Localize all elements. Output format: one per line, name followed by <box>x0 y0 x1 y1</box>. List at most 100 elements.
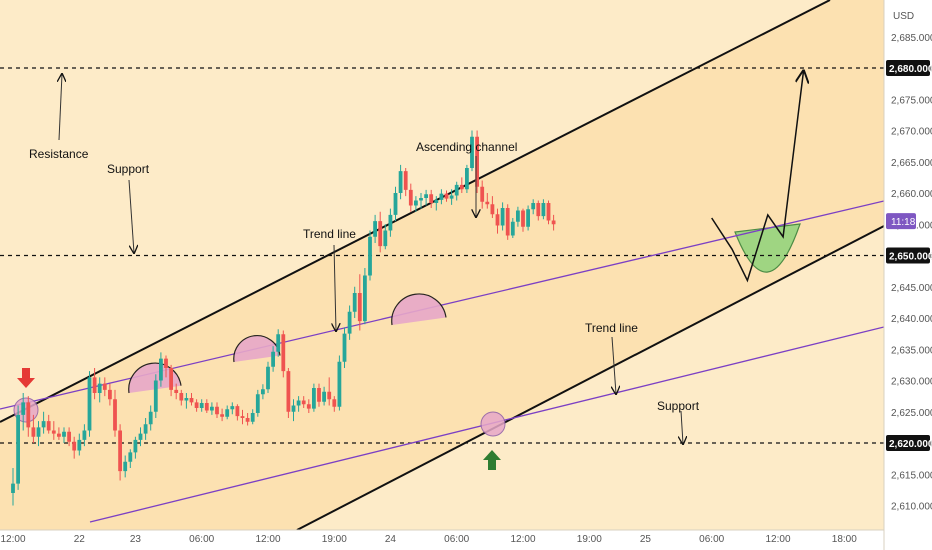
candle-body[interactable] <box>296 400 301 406</box>
candle-body[interactable] <box>16 414 20 484</box>
candle-body[interactable] <box>306 404 311 409</box>
candle-body[interactable] <box>31 427 36 437</box>
candle-body[interactable] <box>454 184 459 196</box>
candle-body[interactable] <box>363 275 367 322</box>
candle-body[interactable] <box>21 402 26 415</box>
candle-body[interactable] <box>184 398 189 401</box>
candle-body[interactable] <box>245 418 250 422</box>
candle-body[interactable] <box>164 358 168 368</box>
candle-body[interactable] <box>72 441 77 451</box>
candle-body[interactable] <box>373 221 377 237</box>
candle-body[interactable] <box>174 389 179 393</box>
candle-body[interactable] <box>261 389 265 395</box>
candle-body[interactable] <box>194 402 199 408</box>
candle-body[interactable] <box>113 399 117 431</box>
candle-body[interactable] <box>541 203 546 217</box>
candle-body[interactable] <box>368 236 372 276</box>
candle-body[interactable] <box>250 413 255 422</box>
candle-body[interactable] <box>398 171 403 193</box>
candle-body[interactable] <box>378 221 383 247</box>
candle-body[interactable] <box>439 193 444 200</box>
candle-body[interactable] <box>92 377 97 393</box>
candle-body[interactable] <box>393 193 398 215</box>
candle-body[interactable] <box>475 136 479 187</box>
candle-body[interactable] <box>352 293 357 312</box>
candle-body[interactable] <box>210 406 214 411</box>
candle-body[interactable] <box>77 439 82 451</box>
candle-body[interactable] <box>230 406 235 410</box>
candle-body[interactable] <box>312 388 316 409</box>
candle-body[interactable] <box>465 168 469 190</box>
price-level-badge[interactable] <box>886 60 930 76</box>
candle-body[interactable] <box>424 194 428 198</box>
candle-body[interactable] <box>510 221 515 236</box>
candle-body[interactable] <box>332 399 337 407</box>
candle-body[interactable] <box>480 186 485 202</box>
price-level-badge[interactable] <box>886 247 930 264</box>
candle-body[interactable] <box>485 201 490 205</box>
candle-body[interactable] <box>347 311 352 334</box>
candle-body[interactable] <box>500 208 505 226</box>
candle-body[interactable] <box>546 203 551 221</box>
candle-body[interactable] <box>51 430 56 434</box>
candle-body[interactable] <box>220 414 224 417</box>
candle-body[interactable] <box>179 393 184 401</box>
candle-body[interactable] <box>291 405 296 412</box>
candle-body[interactable] <box>526 209 530 227</box>
candle-body[interactable] <box>470 136 474 168</box>
candle-body[interactable] <box>240 416 245 418</box>
candle-body[interactable] <box>281 334 286 372</box>
candle-body[interactable] <box>118 430 122 472</box>
candle-body[interactable] <box>153 380 158 412</box>
candle-body[interactable] <box>531 203 536 210</box>
candle-body[interactable] <box>235 406 240 417</box>
candle-body[interactable] <box>123 461 128 472</box>
candle-body[interactable] <box>169 368 173 390</box>
candle-body[interactable] <box>255 394 260 413</box>
candle-body[interactable] <box>204 403 209 411</box>
candle-body[interactable] <box>128 452 133 462</box>
candle-body[interactable] <box>414 200 418 206</box>
candle-body[interactable] <box>225 409 230 417</box>
candle-body[interactable] <box>11 483 15 493</box>
candle-body[interactable] <box>301 400 306 405</box>
candle-body[interactable] <box>46 421 51 431</box>
candle-body[interactable] <box>495 214 500 226</box>
candle-body[interactable] <box>271 351 275 367</box>
candle-body[interactable] <box>449 195 454 199</box>
candle-body[interactable] <box>133 439 138 453</box>
candle-body[interactable] <box>199 403 204 408</box>
candle-body[interactable] <box>342 333 347 362</box>
candle-body[interactable] <box>148 411 153 425</box>
candle-body[interactable] <box>286 371 291 412</box>
candle-body[interactable] <box>444 193 449 199</box>
candle-body[interactable] <box>102 383 107 390</box>
candle-body[interactable] <box>41 421 46 428</box>
candle-body[interactable] <box>516 210 520 222</box>
candle-body[interactable] <box>490 204 495 215</box>
candle-body[interactable] <box>408 189 413 206</box>
candle-body[interactable] <box>215 406 219 415</box>
candle-body[interactable] <box>429 194 434 203</box>
candle-body[interactable] <box>536 203 541 217</box>
candle-body[interactable] <box>317 388 321 402</box>
candle-body[interactable] <box>57 433 61 437</box>
candle-body[interactable] <box>67 431 71 442</box>
candle-body[interactable] <box>108 389 112 400</box>
countdown-badge[interactable] <box>886 213 916 230</box>
candle-body[interactable] <box>36 427 41 437</box>
candle-body[interactable] <box>505 208 510 236</box>
candle-body[interactable] <box>143 424 148 434</box>
candle-body[interactable] <box>82 430 87 440</box>
candle-body[interactable] <box>357 293 362 322</box>
candle-body[interactable] <box>138 433 143 440</box>
candle-body[interactable] <box>87 377 92 431</box>
candle-body[interactable] <box>266 366 270 390</box>
candle-body[interactable] <box>189 398 194 403</box>
candle-body[interactable] <box>337 361 342 407</box>
candle-body[interactable] <box>97 383 102 393</box>
candle-body[interactable] <box>403 171 408 190</box>
candle-body[interactable] <box>62 431 66 437</box>
candle-body[interactable] <box>459 184 464 190</box>
price-level-badge[interactable] <box>886 435 930 451</box>
